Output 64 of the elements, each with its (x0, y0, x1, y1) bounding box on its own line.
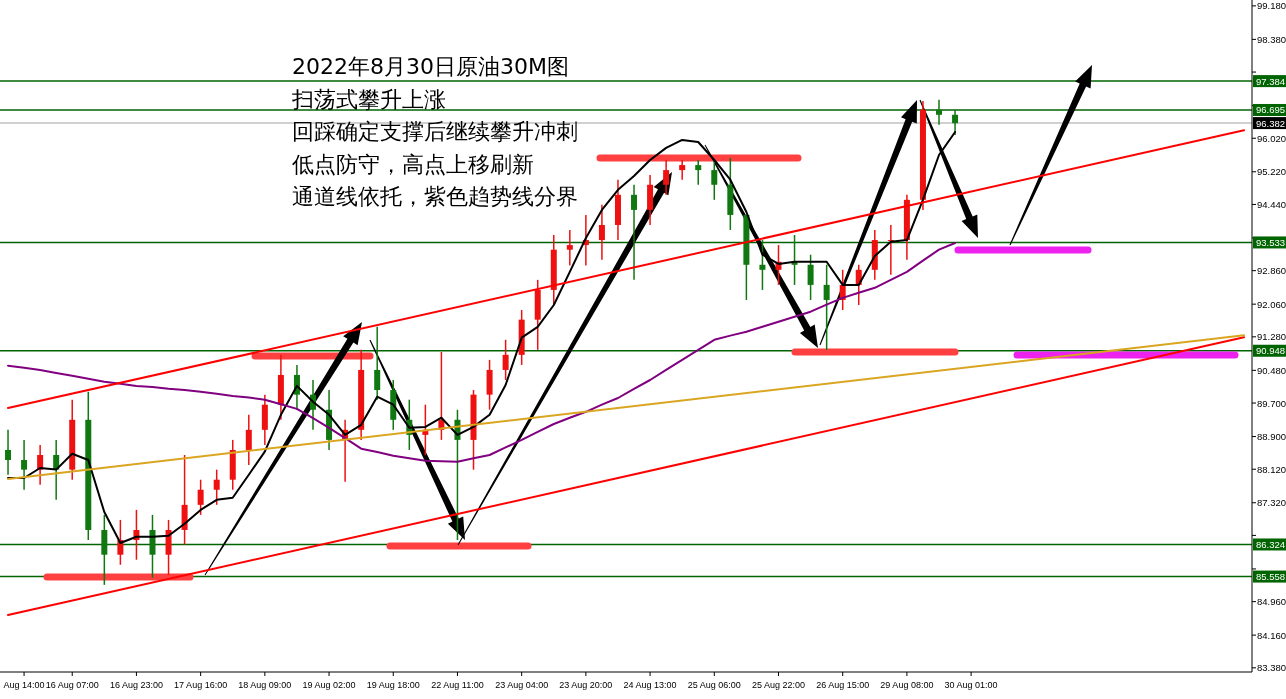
x-tick-label: 17 Aug 16:00 (174, 680, 228, 690)
y-tick-label: 98.380 (1257, 33, 1286, 45)
candlestick (807, 253, 814, 301)
candlestick (502, 339, 509, 381)
x-tick-label: 19 Aug 02:00 (302, 680, 356, 690)
annotation: 扫荡式攀升上涨 (291, 86, 446, 112)
y-tick-label: 84.960 (1257, 596, 1286, 608)
candlestick (936, 98, 942, 126)
y-tick-label: 92.860 (1257, 265, 1286, 277)
ref-line-label: 96.695 (1256, 104, 1286, 116)
ref-line-label: 97.384 (1256, 75, 1286, 87)
y-tick-label: 88.900 (1257, 431, 1286, 443)
x-tick-label: 25 Aug 22:00 (751, 680, 806, 690)
x-tick-label: 25 Aug 06:00 (687, 680, 741, 690)
ref-line-label: 96.382 (1256, 117, 1286, 129)
y-tick-label: 99.180 (1257, 0, 1286, 12)
y-tick-label: 88.120 (1257, 463, 1286, 475)
x-tick-label: 29 Aug 08:00 (880, 680, 934, 690)
y-tick-label: 94.440 (1257, 198, 1286, 210)
x-tick-label: 30 Aug 01:00 (944, 680, 998, 690)
candlestick (823, 264, 830, 351)
x-tick-label: 19 Aug 18:00 (366, 680, 420, 690)
candlestick (663, 159, 670, 196)
x-tick-label: 22 Aug 11:00 (431, 680, 484, 690)
y-tick-label: 83.380 (1257, 662, 1286, 674)
ref-line-label: 90.948 (1256, 345, 1286, 357)
candlestick (679, 159, 686, 181)
candlestick (5, 429, 12, 476)
ref-line-label: 93.533 (1256, 236, 1286, 248)
annotation: 低点防守，高点上移刷新 (292, 151, 534, 177)
candlestick (213, 468, 220, 506)
annotation: 2022年8月30日原油30M图 (292, 54, 569, 79)
candlestick (598, 204, 605, 261)
annotation: 通道线依托，紫色趋势线分界 (292, 184, 578, 209)
candlestick (631, 184, 638, 281)
candlestick (695, 159, 702, 186)
y-tick-label: 90.480 (1257, 364, 1286, 376)
candlestick (21, 439, 28, 491)
ref-line-label: 86.324 (1256, 538, 1286, 550)
y-tick-label: 91.280 (1257, 331, 1286, 343)
candlestick (711, 159, 718, 201)
x-tick-label: 26 Aug 15:00 (816, 680, 870, 690)
ref-line-label: 85.558 (1256, 571, 1286, 583)
x-tick-label: 23 Aug 20:00 (559, 680, 613, 690)
candlestick (759, 239, 766, 291)
candlestick (197, 478, 204, 516)
x-tick-label: Aug 14:00 (3, 680, 45, 690)
y-tick-label: 89.700 (1257, 397, 1286, 409)
y-tick-label: 95.220 (1257, 166, 1286, 178)
annotation: 回踩确定支撑后继续攀升冲刺 (292, 119, 578, 144)
y-tick-label: 84.160 (1257, 629, 1286, 641)
candlestick (245, 414, 252, 466)
line-series (7, 242, 957, 463)
x-tick-label: 23 Aug 04:00 (495, 680, 549, 690)
x-tick-label: 16 Aug 23:00 (109, 680, 163, 690)
candlestick (374, 326, 381, 401)
x-tick-label: 18 Aug 09:00 (238, 680, 292, 690)
candlestick (952, 109, 959, 136)
y-tick-label: 96.020 (1257, 132, 1286, 144)
y-tick-label: 92.060 (1257, 298, 1286, 310)
x-tick-label: 16 Aug 07:00 (45, 680, 99, 690)
x-tick-label: 24 Aug 13:00 (623, 680, 677, 690)
candlestick (566, 229, 573, 267)
y-tick-label: 87.320 (1257, 497, 1286, 509)
